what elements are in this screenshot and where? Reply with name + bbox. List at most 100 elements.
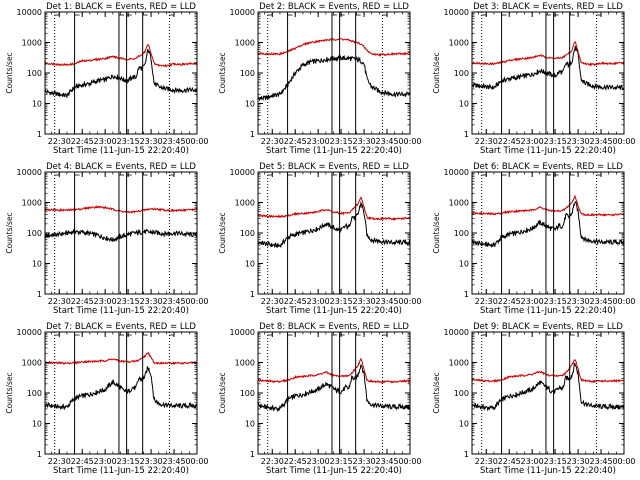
y-tick-label: 100 [454,389,469,398]
y-tick-label: 10 [245,420,255,429]
panel-title: Det 3: BLACK = Events, RED = LLD [473,2,623,12]
x-tick-label: 23:15 [330,137,353,146]
x-tick-label: 23:30 [353,297,376,306]
y-tick-label: 1000 [449,39,469,48]
series-line-events [257,364,411,413]
panel-det-4: Det 4: BLACK = Events, RED = LLD 1 10 100 10… [5,162,209,316]
series-line-events [257,200,411,249]
series-line-events [44,227,198,243]
x-tick-label: 22:45 [498,297,521,306]
plot-frame [44,11,198,135]
x-tick-label: 22:45 [71,137,94,146]
y-tick-label: 1 [250,450,255,459]
series-line-lld [257,196,411,221]
x-tick-label: 23:45 [590,137,613,146]
x-tick-label: 22:45 [284,137,307,146]
y-axis-label: Counts/sec [218,212,227,253]
x-axis-label: Start Time (11-Jun-15 22:20:40) [266,306,402,316]
y-tick-label: 1000 [235,359,255,368]
panel-det-6: Det 6: BLACK = Events, RED = LLD 1 10 100 10… [432,162,636,316]
x-tick-label: 22:30 [48,457,71,466]
x-tick-label: 00:00 [398,137,421,146]
x-axis-label: Start Time (11-Jun-15 22:20:40) [266,146,402,156]
x-tick-label: 23:00 [307,297,330,306]
x-tick-label: 22:30 [475,297,498,306]
y-axis-label: Counts/sec [432,212,441,253]
x-tick-label: 23:00 [94,457,117,466]
x-tick-label: 23:30 [353,457,376,466]
x-tick-label: 22:45 [71,297,94,306]
x-tick-label: 22:45 [284,297,307,306]
y-tick-label: 10 [32,420,42,429]
panel-title: Det 7: BLACK = Events, RED = LLD [46,322,196,332]
y-tick-label: 100 [240,229,255,238]
y-axis-label: Counts/sec [5,52,14,93]
x-tick-label: 23:15 [544,137,567,146]
x-tick-label: 23:00 [521,457,544,466]
x-tick-label: 00:00 [185,297,208,306]
panel-title: Det 6: BLACK = Events, RED = LLD [473,162,623,172]
panel-det-8: Det 8: BLACK = Events, RED = LLD 1 10 100 10… [218,322,422,476]
plot-frame [471,331,625,455]
plot-frame [257,11,411,135]
x-axis-label: Start Time (11-Jun-15 22:20:40) [53,146,189,156]
x-tick-label: 23:30 [140,297,163,306]
x-tick-label: 23:30 [567,457,590,466]
y-tick-label: 1 [464,450,469,459]
series-line-events [257,53,411,101]
y-tick-label: 1000 [22,199,42,208]
x-tick-label: 22:30 [261,457,284,466]
series-line-events [471,45,625,91]
y-tick-label: 10 [459,260,469,269]
x-tick-label: 23:15 [117,137,140,146]
y-tick-label: 1 [37,450,42,459]
panel-det-3: Det 3: BLACK = Events, RED = LLD 1 10 100 10… [432,2,636,156]
y-tick-label: 100 [240,389,255,398]
x-tick-label: 23:15 [330,457,353,466]
y-tick-label: 10000 [230,8,255,17]
series-line-events [44,48,198,98]
y-tick-label: 1 [464,290,469,299]
y-tick-label: 10000 [230,168,255,177]
x-tick-label: 23:45 [590,297,613,306]
panel-det-9: Det 9: BLACK = Events, RED = LLD 1 10 100 10… [432,322,636,476]
x-tick-label: 00:00 [612,457,635,466]
y-tick-label: 1 [37,290,42,299]
x-axis-label: Start Time (11-Jun-15 22:20:40) [53,306,189,316]
y-axis-label: Counts/sec [5,212,14,253]
x-axis-label: Start Time (11-Jun-15 22:20:40) [480,466,616,476]
x-tick-label: 23:15 [544,297,567,306]
y-axis-label: Counts/sec [218,372,227,413]
x-tick-label: 23:00 [521,297,544,306]
x-tick-label: 23:45 [163,457,186,466]
series-line-events [44,365,198,411]
y-tick-label: 10000 [444,8,469,17]
x-tick-label: 22:30 [261,297,284,306]
plot-frame [257,171,411,295]
y-tick-label: 10 [32,100,42,109]
y-tick-label: 1000 [235,199,255,208]
x-tick-label: 22:30 [261,137,284,146]
x-tick-label: 23:45 [590,457,613,466]
x-axis-label: Start Time (11-Jun-15 22:20:40) [53,466,189,476]
y-axis-label: Counts/sec [432,52,441,93]
x-tick-label: 22:45 [498,137,521,146]
y-tick-label: 1 [37,130,42,139]
x-tick-label: 00:00 [185,137,208,146]
y-tick-label: 1000 [449,199,469,208]
x-tick-label: 23:45 [376,297,399,306]
x-tick-label: 23:00 [94,137,117,146]
x-tick-label: 23:15 [117,297,140,306]
y-tick-label: 1000 [22,359,42,368]
x-tick-label: 22:45 [71,457,94,466]
y-tick-label: 1000 [449,359,469,368]
x-tick-label: 23:30 [353,137,376,146]
x-tick-label: 00:00 [612,137,635,146]
x-axis-label: Start Time (11-Jun-15 22:20:40) [480,146,616,156]
y-tick-label: 100 [240,69,255,78]
x-tick-label: 23:30 [140,137,163,146]
y-tick-label: 10 [32,260,42,269]
series-line-lld [44,204,198,215]
y-tick-label: 10000 [17,8,42,17]
panel-det-2: Det 2: BLACK = Events, RED = LLD 1 10 100 10… [218,2,422,156]
